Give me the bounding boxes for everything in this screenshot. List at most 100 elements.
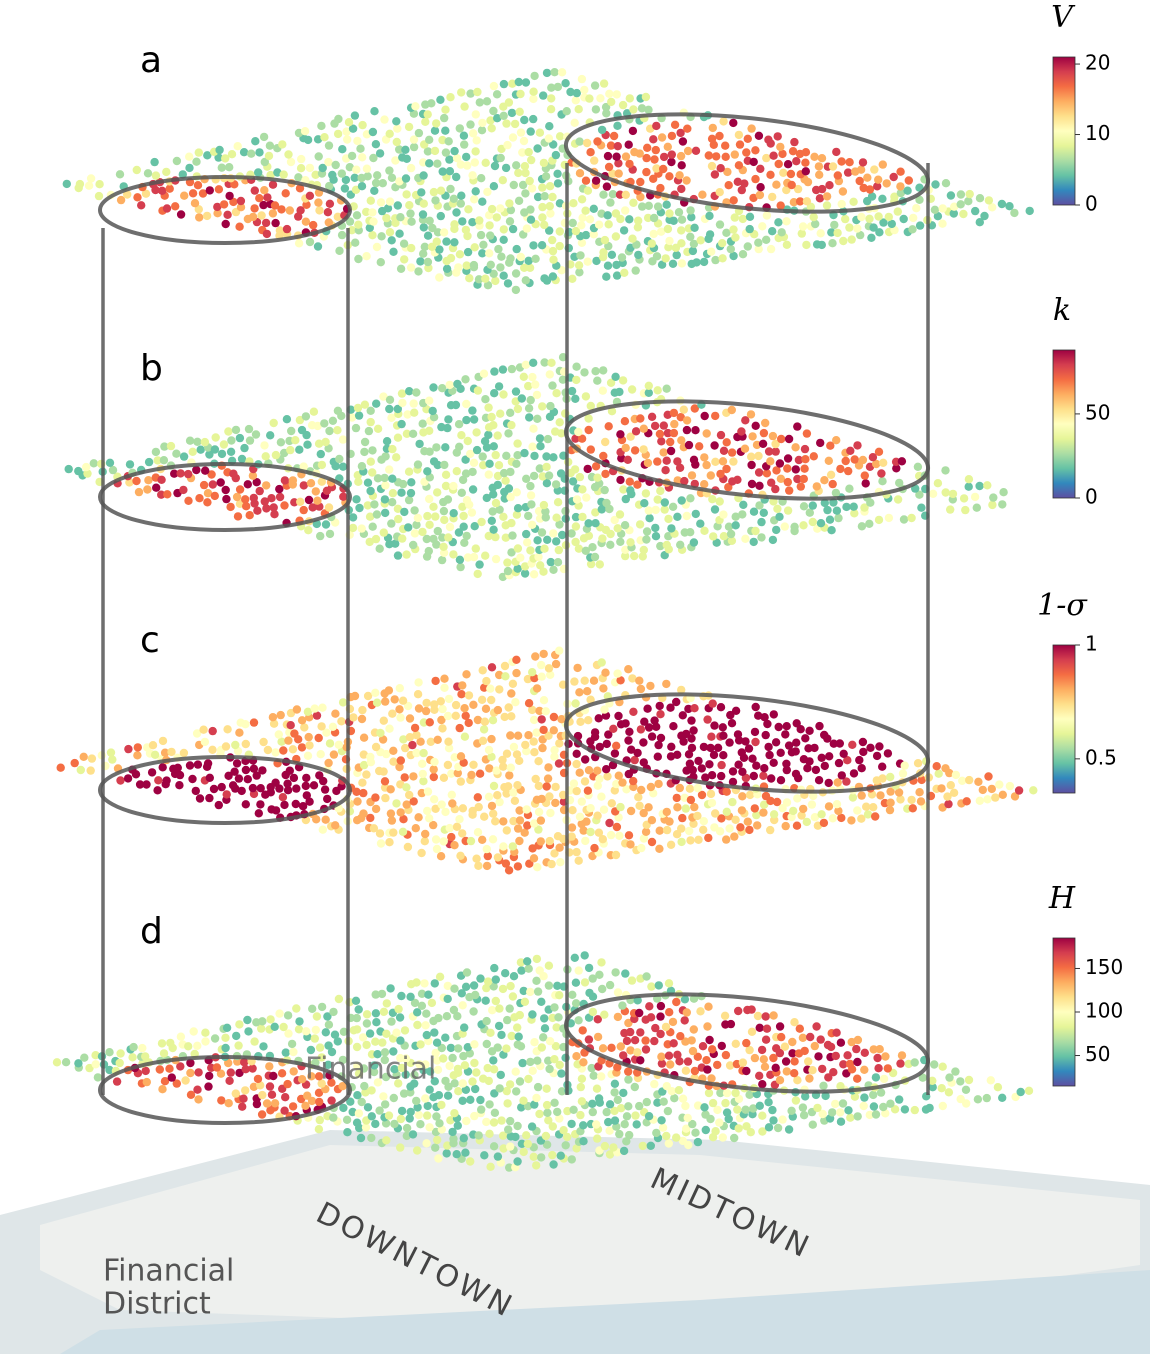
dot xyxy=(567,1155,576,1164)
dot xyxy=(820,476,829,485)
dot xyxy=(403,842,413,852)
dot xyxy=(674,208,684,217)
dot xyxy=(741,416,750,425)
dot xyxy=(605,89,614,99)
dot xyxy=(475,216,484,225)
dot xyxy=(544,961,554,970)
dot xyxy=(485,249,494,258)
dot xyxy=(440,113,449,123)
dot xyxy=(194,205,203,214)
dot xyxy=(334,994,344,1004)
dot xyxy=(510,119,520,129)
dot xyxy=(715,827,725,836)
dot xyxy=(459,511,468,521)
highlight-ellipse xyxy=(98,462,352,532)
dot xyxy=(508,679,518,688)
dot xyxy=(522,805,531,814)
dot xyxy=(324,444,333,453)
dot xyxy=(283,786,293,795)
dot xyxy=(681,1037,690,1046)
dot xyxy=(839,749,848,758)
dot xyxy=(792,157,801,166)
dot xyxy=(579,826,588,835)
dot xyxy=(482,97,492,106)
dot xyxy=(715,497,724,506)
dot xyxy=(837,157,846,166)
dot xyxy=(738,214,747,224)
dot xyxy=(838,1099,848,1108)
dot xyxy=(437,715,446,725)
dot xyxy=(557,1069,566,1078)
dot xyxy=(673,803,682,812)
dot xyxy=(371,793,380,802)
dot xyxy=(514,196,524,205)
dot xyxy=(449,194,458,203)
dot xyxy=(180,191,189,200)
dot xyxy=(571,978,581,987)
dot xyxy=(459,522,468,531)
base-map xyxy=(0,1130,1150,1354)
dot xyxy=(575,169,585,178)
dot xyxy=(642,153,651,163)
dot xyxy=(647,816,657,825)
dot xyxy=(555,520,564,529)
dot xyxy=(568,990,577,999)
dot xyxy=(433,228,443,237)
dot xyxy=(128,1053,137,1062)
dot xyxy=(224,1099,233,1108)
dot xyxy=(400,255,409,264)
dot xyxy=(276,438,286,447)
dot xyxy=(916,797,926,806)
dot xyxy=(750,727,760,737)
dot xyxy=(686,836,695,845)
dot xyxy=(530,748,539,757)
dot xyxy=(346,1097,355,1106)
dot xyxy=(205,773,214,782)
dot xyxy=(325,199,335,208)
dot xyxy=(857,522,867,531)
dot xyxy=(413,1020,422,1030)
dot xyxy=(391,156,400,165)
dot xyxy=(442,264,452,273)
dot xyxy=(727,448,737,457)
dot xyxy=(643,143,652,152)
dot xyxy=(393,551,403,560)
dot xyxy=(439,837,448,846)
dot xyxy=(653,386,662,395)
dot xyxy=(448,1127,457,1137)
dot xyxy=(546,209,555,218)
dot xyxy=(841,214,850,224)
dot xyxy=(655,826,664,835)
dot xyxy=(457,488,466,497)
dot xyxy=(837,199,846,209)
dot xyxy=(502,789,511,798)
dot xyxy=(987,784,996,794)
dot xyxy=(394,1004,403,1014)
dot xyxy=(610,749,620,758)
dot xyxy=(478,197,487,206)
dot xyxy=(843,168,853,177)
dot xyxy=(280,800,289,810)
dot xyxy=(334,740,343,749)
dot xyxy=(843,756,852,765)
dot xyxy=(471,187,480,196)
dot xyxy=(746,410,756,419)
dot xyxy=(389,1093,398,1103)
dot xyxy=(204,1082,213,1091)
dot xyxy=(458,804,468,813)
dot xyxy=(366,417,375,427)
dot xyxy=(782,798,792,807)
dot xyxy=(298,802,308,811)
dot xyxy=(205,793,214,803)
dot xyxy=(545,226,554,235)
dot xyxy=(528,1010,537,1019)
dot xyxy=(321,437,330,447)
dot xyxy=(783,464,792,473)
dot xyxy=(676,151,686,161)
dot xyxy=(991,793,1000,802)
dot xyxy=(401,743,410,753)
dot xyxy=(405,790,414,800)
dot xyxy=(466,120,475,129)
dot xyxy=(353,1061,362,1071)
dot xyxy=(576,1082,585,1092)
